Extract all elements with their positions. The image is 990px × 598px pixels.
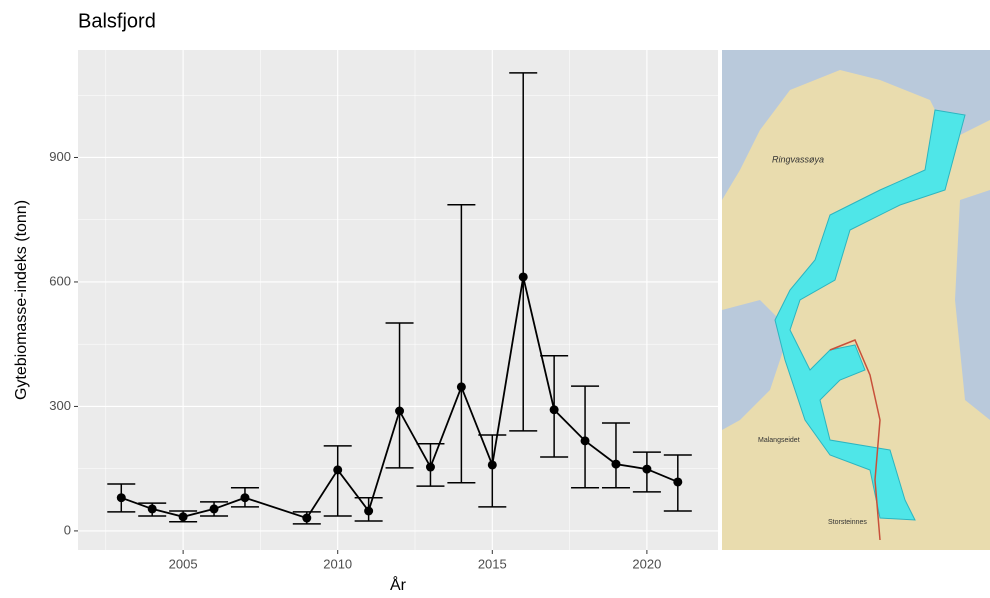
panel-background [78, 50, 718, 550]
point [611, 460, 620, 469]
x-tick-label: 2005 [169, 556, 198, 571]
y-tick-label: 0 [64, 522, 71, 537]
point [117, 493, 126, 502]
point [550, 405, 559, 414]
point [302, 514, 311, 523]
point [488, 460, 497, 469]
point [179, 512, 188, 521]
point [395, 406, 404, 415]
point [457, 382, 466, 391]
y-axis-title: Gytebiomasse-indeks (tonn) [13, 200, 30, 400]
x-axis-title: År [390, 575, 407, 594]
point [673, 477, 682, 486]
chart-title: Balsfjord [78, 10, 156, 32]
x-tick-label: 2015 [478, 556, 507, 571]
map-label: Storsteinnes [828, 519, 867, 526]
point [240, 493, 249, 502]
y-tick-label: 300 [49, 398, 71, 413]
chart: Ringvassøya Malangseidet Storsteinnes Ba… [0, 0, 990, 598]
x-tick-label: 2020 [632, 556, 661, 571]
point [210, 504, 219, 513]
point [519, 272, 528, 281]
point [364, 506, 373, 515]
y-tick-label: 600 [49, 273, 71, 288]
map: Ringvassøya Malangseidet Storsteinnes [722, 50, 990, 550]
point [642, 465, 651, 474]
point [333, 465, 342, 474]
map-label: Ringvassøya [772, 154, 824, 164]
map-label: Malangseidet [758, 437, 800, 444]
point [148, 504, 157, 513]
point [426, 463, 435, 472]
point [581, 436, 590, 445]
x-tick-label: 2010 [323, 556, 352, 571]
y-tick-label: 900 [49, 149, 71, 164]
